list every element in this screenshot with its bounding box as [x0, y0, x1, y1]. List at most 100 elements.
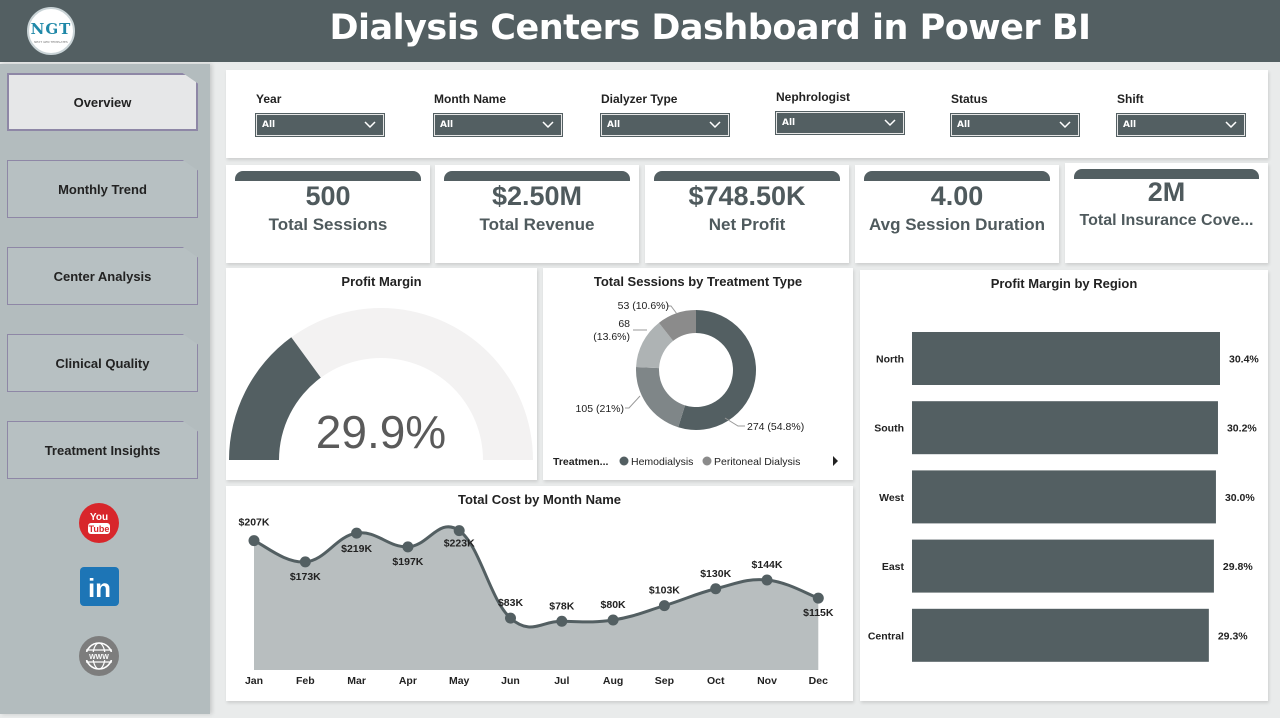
data-point-jun — [505, 612, 516, 624]
filter-status: Status All — [950, 92, 1080, 137]
data-label: $83K — [498, 597, 524, 609]
sidebar: Overview Monthly Trend Center Analysis C… — [0, 64, 210, 714]
bar-south — [912, 401, 1218, 455]
kpi-value: $748.50K — [688, 181, 806, 211]
month-name-dropdown[interactable]: All — [433, 113, 563, 137]
kpi-card-avg-session-duration: 4.00 Avg Session Duration — [855, 165, 1059, 263]
data-point-jan — [248, 535, 260, 547]
category-label: East — [882, 561, 905, 573]
nephrologist-dropdown[interactable]: All — [775, 111, 905, 135]
bar-west — [912, 470, 1216, 524]
gauge-track — [229, 308, 533, 460]
bar-north — [912, 332, 1220, 385]
dropdown-value: All — [782, 118, 796, 128]
x-tick-label: Nov — [757, 675, 777, 687]
legend-dot-peritoneal — [702, 456, 712, 466]
legend-label: Hemodialysis — [631, 456, 693, 468]
nav-monthly-trend-button[interactable]: Monthly Trend — [7, 160, 198, 218]
donut-slice-hemodialysis — [678, 310, 756, 430]
kpi-accent-bar — [1074, 169, 1259, 179]
youtube-icon[interactable]: You Tube — [79, 503, 119, 543]
total-cost-by-month-card: Total Cost by Month Name $207K Jan $173K Fe… — [226, 486, 853, 701]
dialyzer-type-dropdown[interactable]: All — [600, 113, 730, 137]
data-label: $207K — [239, 517, 270, 529]
x-tick-label: Jul — [554, 675, 569, 687]
shift-dropdown[interactable]: All — [1116, 113, 1246, 137]
chevron-down-icon — [1059, 121, 1071, 129]
nav-treatment-insights-button[interactable]: Treatment Insights — [7, 421, 198, 479]
category-label: West — [879, 492, 904, 504]
chart-title: Total Cost by Month Name — [458, 492, 621, 507]
kpi-label: Total Insurance Cove... — [1079, 212, 1254, 229]
donut-slice-2 — [636, 366, 686, 428]
x-tick-label: Jan — [245, 675, 263, 687]
donut-leader-line — [667, 305, 678, 315]
category-label: Central — [868, 630, 904, 642]
sessions-by-treatment-card: Total Sessions by Treatment Type 274 (54… — [543, 268, 853, 480]
x-tick-label: Feb — [296, 675, 315, 687]
dropdown-value: All — [607, 120, 621, 130]
data-point-feb — [299, 556, 311, 568]
logo-subtext: NEXT GEN TEMPLATES — [34, 40, 68, 44]
bar-east — [912, 539, 1214, 593]
x-tick-label: May — [449, 675, 470, 687]
donut-chart: 274 (54.8%) 105 (21%) 68(13.6%) 53 (10.6%) T… — [553, 300, 838, 468]
chevron-down-icon — [884, 119, 896, 127]
data-point-jul — [556, 615, 568, 627]
donut-label: 68 — [618, 318, 630, 330]
data-point-oct — [710, 583, 722, 595]
kpi-accent-bar — [235, 171, 421, 181]
nav-clinical-quality-button[interactable]: Clinical Quality — [7, 334, 198, 392]
filter-month-name: Month Name All — [433, 92, 563, 137]
bar-value-label: 29.3% — [1218, 630, 1248, 642]
x-tick-label: Oct — [707, 675, 725, 687]
kpi-value: 4.00 — [930, 181, 984, 211]
data-label: $103K — [649, 585, 680, 597]
chart-title: Profit Margin by Region — [990, 276, 1138, 291]
filter-nephrologist: Nephrologist All — [775, 90, 905, 135]
filter-label: Year — [256, 92, 282, 106]
legend-title: Treatmen... — [553, 456, 609, 468]
donut-leader-line — [724, 417, 745, 427]
data-point-may — [453, 525, 465, 537]
kpi-card-total-sessions: 500 Total Sessions — [226, 165, 430, 263]
category-label: North — [876, 354, 904, 366]
donut-label: (13.6%) — [593, 331, 630, 343]
status-dropdown[interactable]: All — [950, 113, 1080, 137]
kpi-card-net-profit: $748.50K Net Profit — [645, 165, 849, 263]
header-bar: NGT NEXT GEN TEMPLATES Dialysis Centers … — [0, 0, 1280, 62]
year-dropdown[interactable]: All — [255, 113, 385, 137]
data-label: $78K — [549, 600, 575, 612]
x-tick-label: Sep — [655, 675, 674, 687]
dropdown-value: All — [1123, 120, 1137, 130]
dropdown-value: All — [440, 120, 454, 130]
globe-icon[interactable]: WWW — [79, 636, 119, 676]
gauge-fill — [229, 337, 321, 460]
chevron-down-icon — [1225, 121, 1237, 129]
x-tick-label: Dec — [809, 675, 828, 687]
kpi-accent-bar — [654, 171, 840, 181]
data-point-aug — [607, 614, 619, 626]
linkedin-icon[interactable]: in — [80, 567, 119, 606]
area-fill — [254, 526, 819, 670]
data-point-mar — [351, 527, 363, 539]
gauge-chart: 29.9% — [229, 308, 533, 460]
kpi-accent-bar — [864, 171, 1050, 181]
data-label: $80K — [601, 599, 627, 611]
filter-dialyzer-type: Dialyzer Type All — [600, 92, 730, 137]
legend-dot-hemodialysis — [619, 456, 629, 466]
category-label: South — [874, 423, 904, 435]
kpi-card-total-revenue: $2.50M Total Revenue — [435, 165, 639, 263]
youtube-tube-box — [88, 523, 110, 534]
data-label: $115K — [803, 607, 834, 619]
nav-center-analysis-button[interactable]: Center Analysis — [7, 247, 198, 305]
youtube-text-bottom: Tube — [89, 524, 110, 534]
kpi-label: Net Profit — [708, 215, 786, 234]
filter-label: Status — [951, 92, 988, 106]
profit-margin-gauge-card: Profit Margin 29.9% — [226, 268, 537, 480]
kpi-label: Avg Session Duration — [868, 215, 1045, 234]
filter-year: Year All — [255, 92, 385, 137]
filter-panel: Year All Month Name All Dialyzer Type Al… — [226, 70, 1268, 158]
dropdown-value: All — [957, 120, 971, 130]
nav-overview-button[interactable]: Overview — [7, 73, 198, 131]
